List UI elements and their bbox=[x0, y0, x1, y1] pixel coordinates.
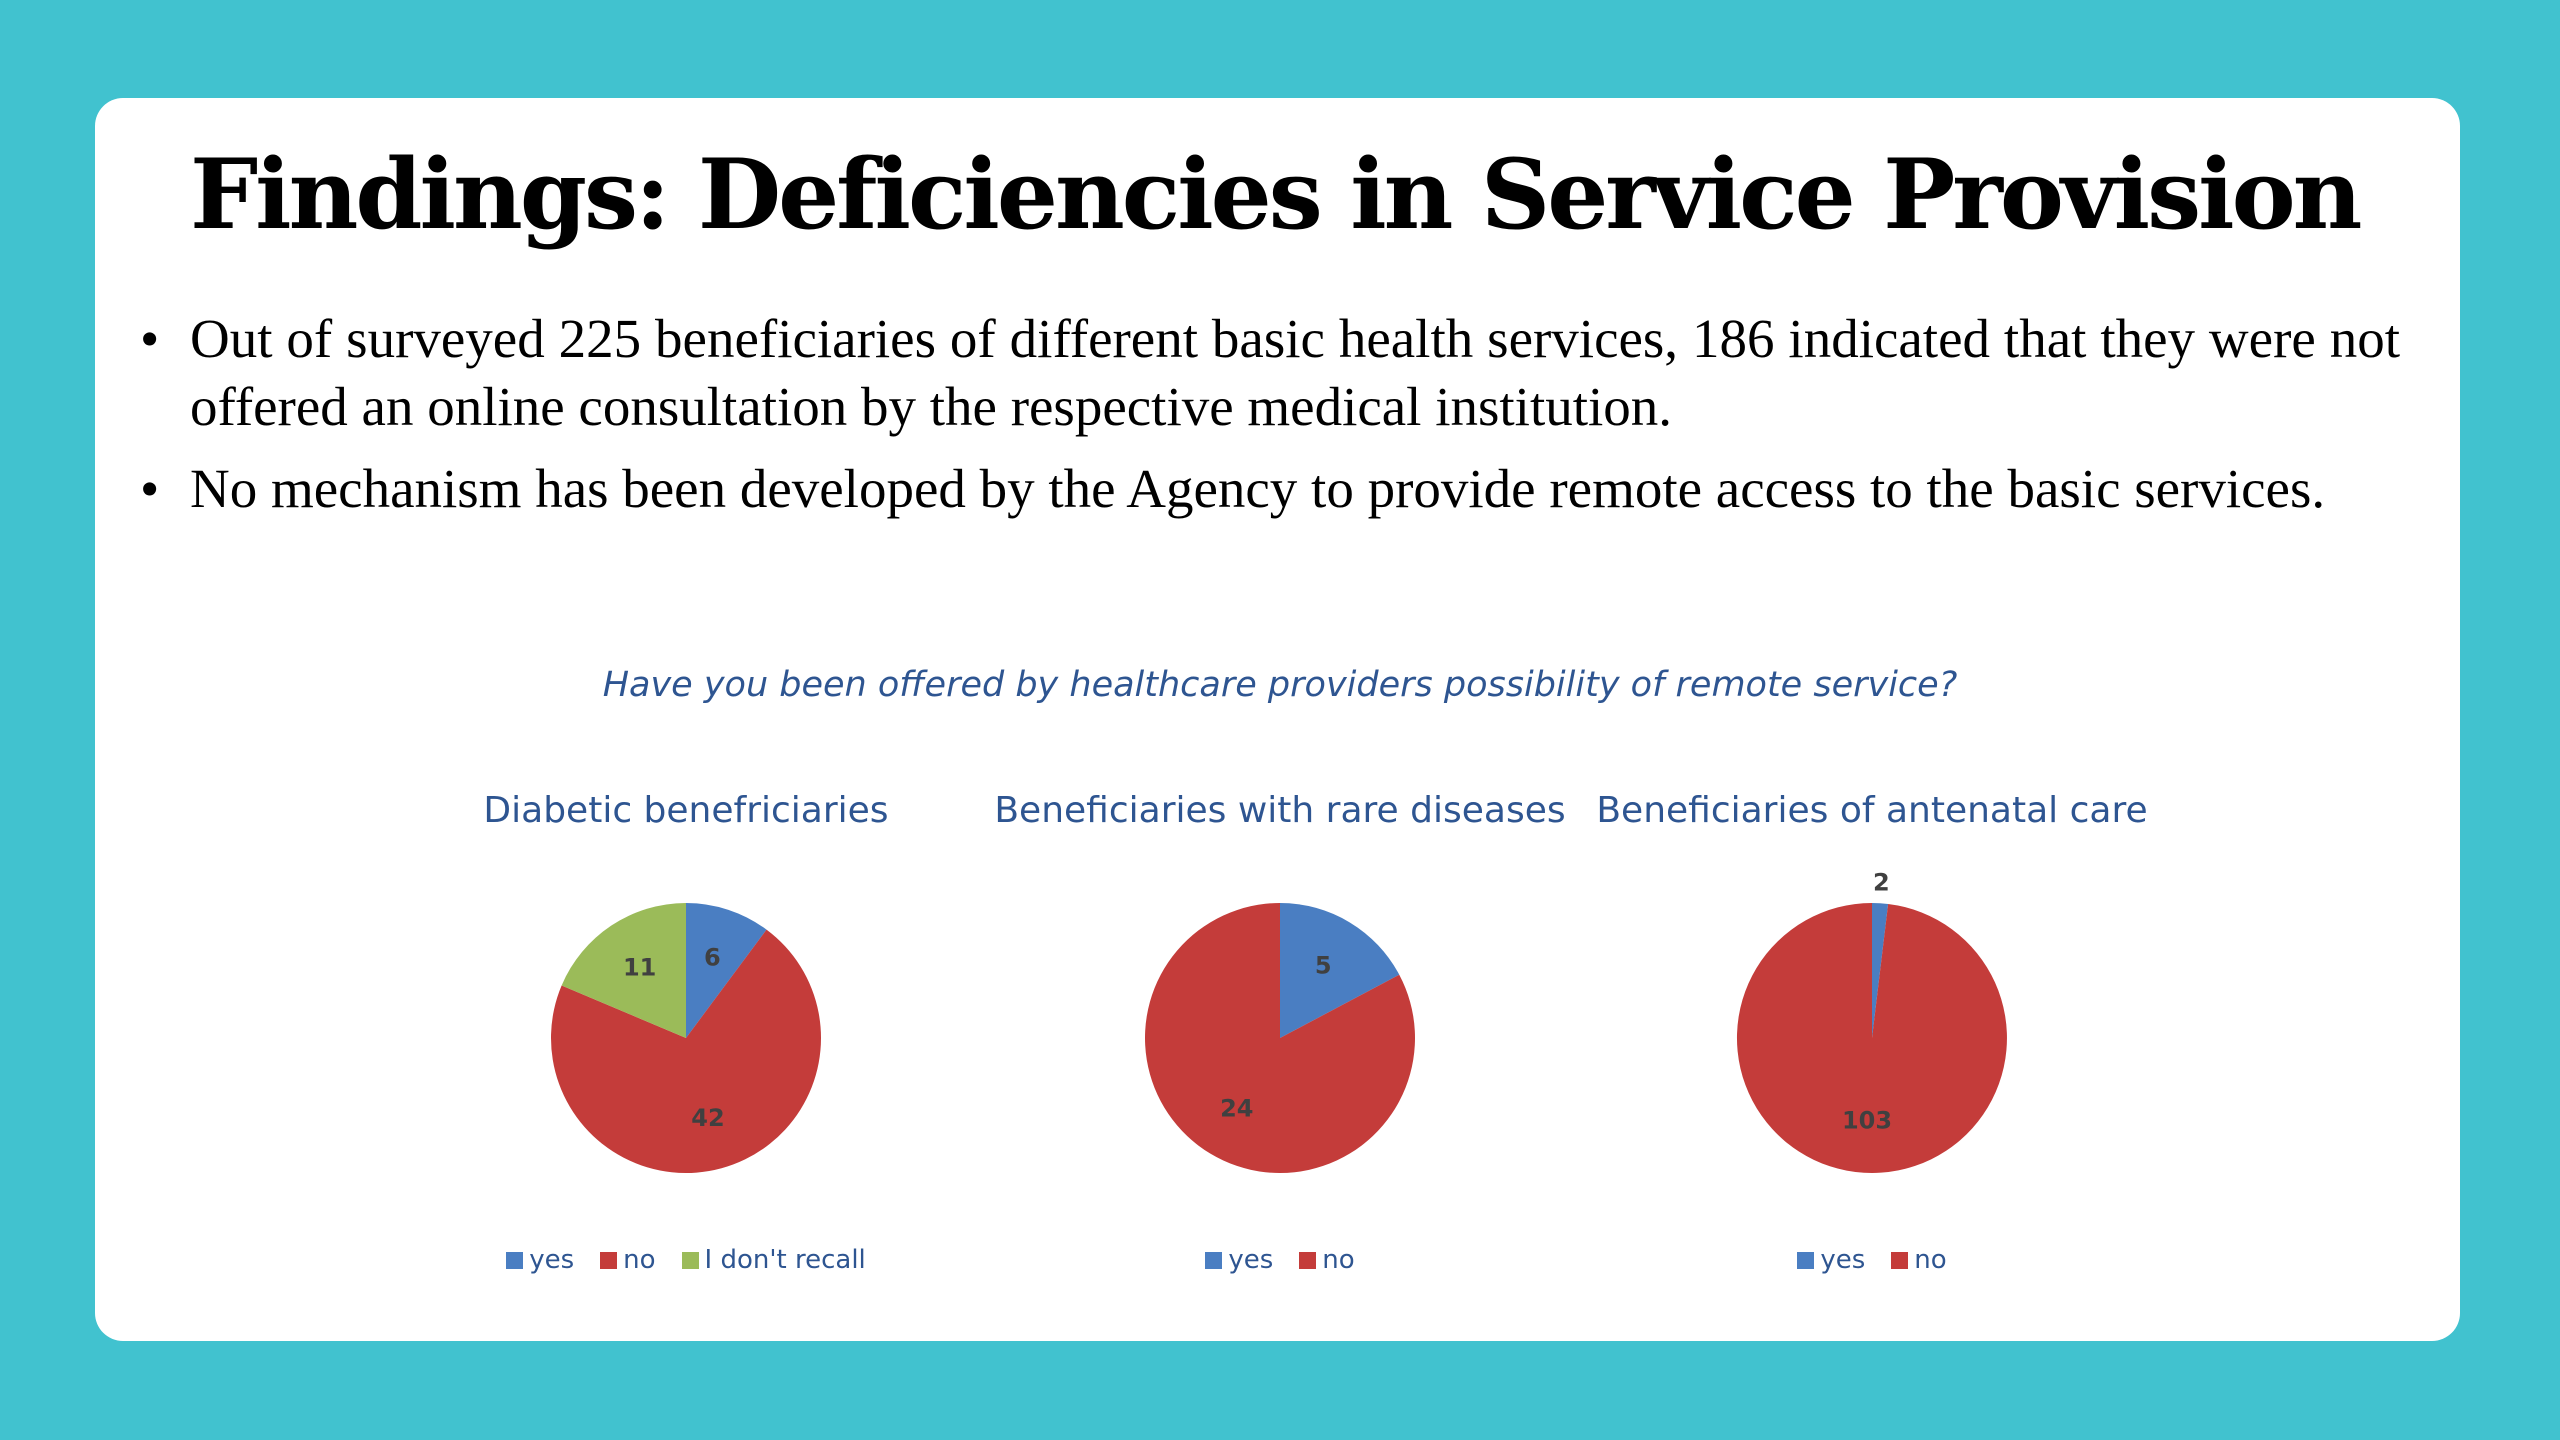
pie-legend: yes no bbox=[1562, 1245, 2182, 1275]
bullet-text: No mechanism has been developed by the A… bbox=[190, 458, 2326, 519]
pie-slice-no bbox=[550, 929, 821, 1173]
bullet-item: • No mechanism has been developed by the… bbox=[140, 455, 2400, 523]
data-label-yes: 2 bbox=[1873, 868, 1890, 896]
legend-item-yes: yes bbox=[1797, 1245, 1865, 1275]
pie-title: Beneficiaries with rare diseases bbox=[994, 790, 1566, 831]
legend-label: yes bbox=[529, 1245, 575, 1275]
pie-chart-antenatal-care: Beneficiaries of antenatal care 2 103 yes… bbox=[1562, 780, 2182, 1300]
pie-svg: 5 24 bbox=[1144, 903, 1415, 1173]
legend-swatch bbox=[1797, 1251, 1815, 1269]
pie-svg: 2 103 bbox=[1736, 868, 2007, 1173]
legend-item-no: no bbox=[600, 1245, 656, 1275]
legend-label: I don't recall bbox=[704, 1245, 866, 1275]
pie-slice-yes bbox=[1280, 903, 1400, 1038]
legend-item-no: no bbox=[1299, 1245, 1355, 1275]
pie-slice-no bbox=[1736, 903, 2007, 1173]
pie-title: Beneficiaries of antenatal care bbox=[1596, 790, 2148, 831]
pie-slice-no bbox=[1144, 903, 1415, 1173]
bullet-dot-icon: • bbox=[140, 458, 160, 519]
data-label-yes: 6 bbox=[704, 944, 721, 972]
pie-legend: yes no bbox=[970, 1245, 1590, 1275]
legend-label: no bbox=[1914, 1245, 1947, 1275]
data-label-i-don-t-recall: 11 bbox=[623, 953, 656, 981]
legend-swatch bbox=[1891, 1251, 1909, 1269]
chart-question: Have you been offered by healthcare prov… bbox=[602, 665, 1958, 705]
data-label-no: 42 bbox=[691, 1104, 724, 1132]
pie-slice-yes bbox=[686, 903, 767, 1038]
legend-swatch bbox=[600, 1251, 618, 1269]
legend-swatch bbox=[1299, 1251, 1317, 1269]
pie-slice-i-don-t-recall bbox=[561, 903, 686, 1038]
slide-title: Findings: Deficiencies in Service Provis… bbox=[190, 138, 2362, 251]
bullet-text: Out of surveyed 225 beneficiaries of dif… bbox=[190, 308, 2400, 437]
legend-label: yes bbox=[1228, 1245, 1274, 1275]
legend-item-yes: yes bbox=[506, 1245, 574, 1275]
bullet-list: • Out of surveyed 225 beneficiaries of d… bbox=[140, 305, 2400, 537]
legend-item-i-don-t-recall: I don't recall bbox=[681, 1245, 866, 1275]
pie-svg: 6 42 11 bbox=[550, 903, 821, 1173]
bullet-item: • Out of surveyed 225 beneficiaries of d… bbox=[140, 305, 2400, 441]
legend-swatch bbox=[681, 1251, 699, 1269]
pie-title: Diabetic benefriciaries bbox=[483, 790, 889, 831]
legend-label: no bbox=[623, 1245, 656, 1275]
data-label-no: 24 bbox=[1220, 1095, 1253, 1123]
pie-chart-rare-diseases: Beneficiaries with rare diseases 5 24 yes… bbox=[970, 780, 1590, 1300]
legend-item-yes: yes bbox=[1205, 1245, 1273, 1275]
legend-item-no: no bbox=[1891, 1245, 1947, 1275]
legend-swatch bbox=[506, 1251, 524, 1269]
pie-slice-yes bbox=[1872, 903, 1889, 1038]
data-label-no: 103 bbox=[1842, 1107, 1892, 1135]
pie-legend: yes no I don't recall bbox=[376, 1245, 996, 1275]
legend-swatch bbox=[1205, 1251, 1223, 1269]
data-label-yes: 5 bbox=[1315, 951, 1332, 979]
bullet-dot-icon: • bbox=[140, 308, 160, 369]
legend-label: no bbox=[1322, 1245, 1355, 1275]
legend-label: yes bbox=[1820, 1245, 1866, 1275]
pie-chart-diabetic: Diabetic benefriciaries 6 42 11 yes no I don… bbox=[376, 780, 996, 1300]
